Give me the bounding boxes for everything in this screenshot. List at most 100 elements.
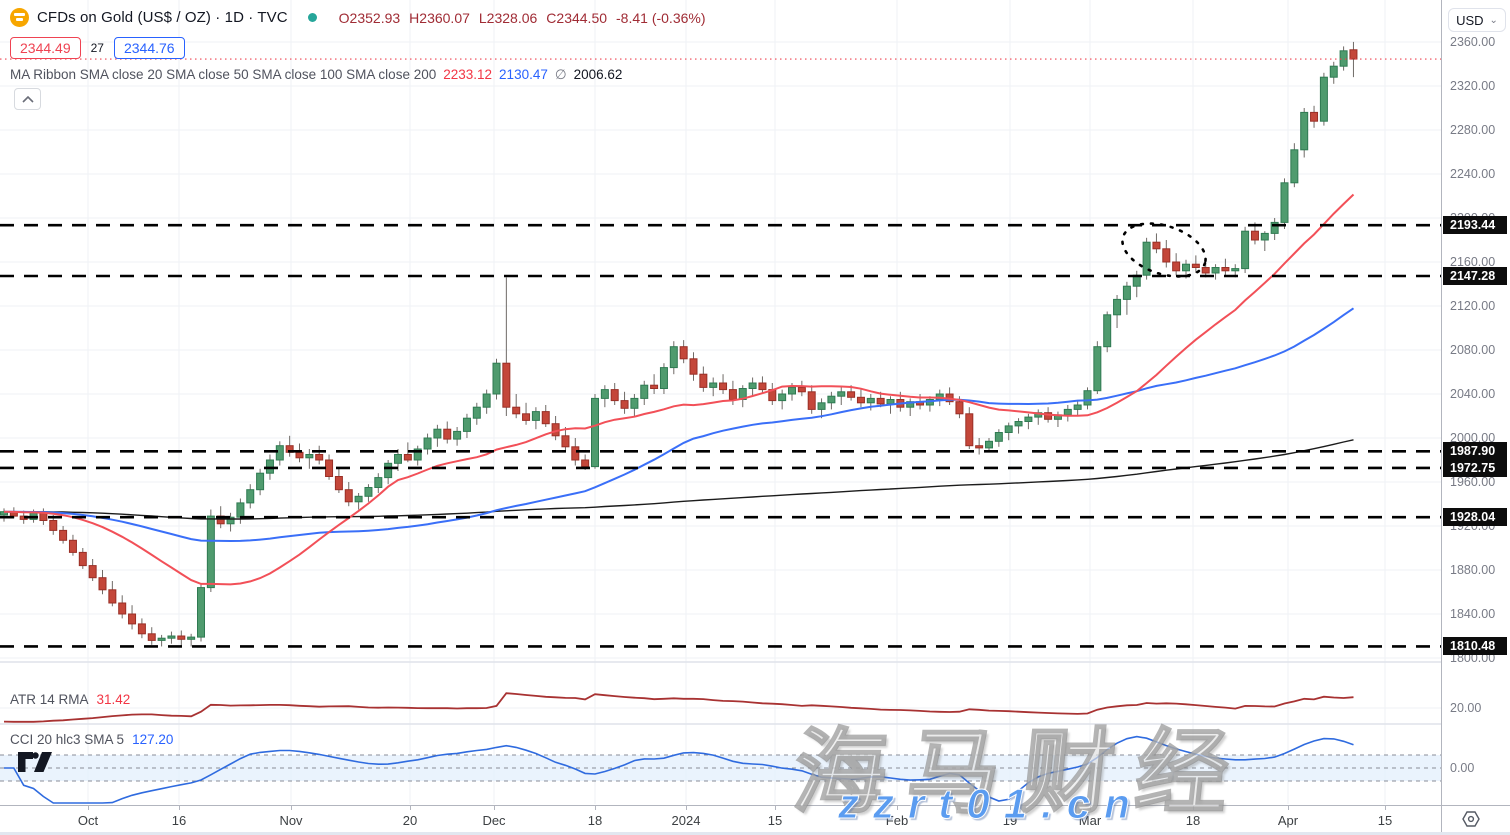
- candle-up: [1113, 298, 1122, 316]
- candle-up: [265, 459, 274, 474]
- candlestick-chart[interactable]: [0, 0, 1441, 806]
- candle-down: [975, 445, 984, 449]
- ask-price-button[interactable]: 2344.76: [113, 37, 185, 59]
- time-axis-tick: [291, 806, 292, 810]
- time-axis-label: Feb: [885, 813, 909, 828]
- candle-down: [88, 565, 97, 579]
- time-axis-tick: [1288, 806, 1289, 810]
- candle-up: [1241, 230, 1250, 270]
- candle-up: [462, 417, 471, 432]
- candle-up: [384, 462, 393, 479]
- candle-up: [275, 445, 284, 461]
- time-axis-tick: [88, 806, 89, 810]
- candle-up: [167, 635, 176, 639]
- cci-line: [4, 735, 1354, 804]
- ohlc-high: H2360.07: [409, 9, 470, 26]
- candle-down: [955, 401, 964, 415]
- price-axis-label: 2080.00: [1450, 343, 1496, 357]
- tradingview-logo-icon: [18, 752, 52, 772]
- time-axis-tick: [775, 806, 776, 810]
- price-axis-label: 2120.00: [1450, 299, 1496, 313]
- time-axis-label: 18: [1185, 813, 1201, 828]
- candle-down: [1191, 263, 1200, 269]
- symbol-title[interactable]: CFDs on Gold (US$ / OZ) · 1D · TVC: [37, 9, 288, 26]
- candle-down: [689, 358, 698, 375]
- time-axis-label: 15: [1377, 813, 1393, 828]
- candle-down: [344, 489, 353, 503]
- sma20-line: [3, 193, 1355, 586]
- price-axis-label: 2000.00: [1450, 431, 1496, 445]
- time-axis-label: 16: [171, 813, 187, 828]
- candle-down: [571, 446, 580, 461]
- candle-up: [827, 395, 836, 404]
- time-axis-label: Dec: [482, 813, 506, 828]
- ohlc-change: -8.41 (-0.36%): [616, 9, 706, 26]
- candle-up: [236, 502, 245, 518]
- sma50-line: [3, 307, 1355, 543]
- candle-up: [1004, 425, 1013, 433]
- chevron-down-icon: ⌄: [1489, 14, 1498, 26]
- candle-up: [837, 391, 846, 397]
- candle-up: [472, 406, 481, 419]
- candle-down: [128, 613, 137, 625]
- candle-down: [1310, 111, 1319, 122]
- sma100-empty-value: ∅: [554, 67, 567, 82]
- candle-up: [994, 432, 1003, 442]
- price-axis[interactable]: USD ⌄ 1800.001840.001880.001920.001960.0…: [1441, 0, 1510, 805]
- bid-price-button[interactable]: 2344.49: [10, 37, 81, 59]
- candle-up: [866, 397, 875, 404]
- symbol-header: CFDs on Gold (US$ / OZ) · 1D · TVC O2352…: [10, 8, 706, 27]
- bid-ask-row: 2344.49 27 2344.76: [10, 37, 185, 59]
- atr-legend[interactable]: ATR 14 RMA 31.42: [10, 692, 130, 707]
- candle-down: [758, 382, 767, 391]
- currency-dropdown[interactable]: USD ⌄: [1448, 8, 1506, 32]
- candle-up: [778, 393, 787, 402]
- candle-up: [413, 448, 422, 461]
- time-axis-tick: [494, 806, 495, 810]
- candle-down: [1162, 248, 1171, 263]
- candle-up: [600, 389, 609, 399]
- axis-settings-gear-icon[interactable]: [1462, 811, 1480, 832]
- cci-value: 127.20: [132, 732, 174, 747]
- candle-up: [1211, 267, 1220, 274]
- candle-up: [1290, 149, 1299, 184]
- sma20-value: 2233.12: [443, 67, 493, 82]
- candle-up: [197, 587, 205, 638]
- candle-up: [748, 382, 757, 389]
- price-axis-label: 1880.00: [1450, 563, 1496, 577]
- collapse-legend-button[interactable]: [14, 88, 41, 110]
- candle-up: [1063, 408, 1072, 416]
- candle-up: [659, 367, 668, 390]
- candle-up: [1103, 314, 1112, 348]
- candle-down: [177, 635, 186, 640]
- candle-up: [1142, 241, 1151, 276]
- candle-down: [847, 391, 856, 398]
- candle-down: [522, 413, 531, 421]
- time-axis-tick: [1010, 806, 1011, 810]
- time-axis[interactable]: Oct 16 Nov 20 Dec 18 2024 15 Feb 19 Mar 18 Apr 15: [0, 805, 1510, 835]
- ma-ribbon-legend[interactable]: MA Ribbon SMA close 20 SMA close 50 SMA …: [10, 67, 622, 83]
- time-axis-label: Oct: [77, 813, 99, 828]
- time-axis-label: 20: [402, 813, 418, 828]
- price-level-badge: 1987.90: [1443, 442, 1507, 461]
- candle-down: [1044, 412, 1053, 420]
- price-axis-label: 2360.00: [1450, 35, 1496, 49]
- candle-up: [640, 384, 649, 399]
- candle-up: [246, 489, 255, 504]
- atr-value: 31.42: [96, 692, 131, 707]
- chevron-up-icon: [21, 95, 34, 103]
- time-axis-label: Nov: [279, 813, 303, 828]
- cci-legend[interactable]: CCI 20 hlc3 SMA 5 127.20: [10, 732, 173, 747]
- axis-corner-divider: [1441, 806, 1442, 835]
- candle-up: [709, 382, 718, 388]
- price-level-badge: 2147.28: [1443, 266, 1507, 285]
- tradingview-logo[interactable]: [18, 752, 52, 781]
- candle-up: [985, 440, 993, 449]
- ellipse-annotation[interactable]: [1116, 214, 1213, 286]
- candle-up: [453, 430, 462, 440]
- candle-up: [1329, 65, 1338, 78]
- candle-down: [512, 406, 521, 415]
- bottom-edge-strip: [0, 832, 1510, 835]
- price-level-badge: 1972.75: [1443, 458, 1507, 477]
- candle-down: [620, 400, 629, 409]
